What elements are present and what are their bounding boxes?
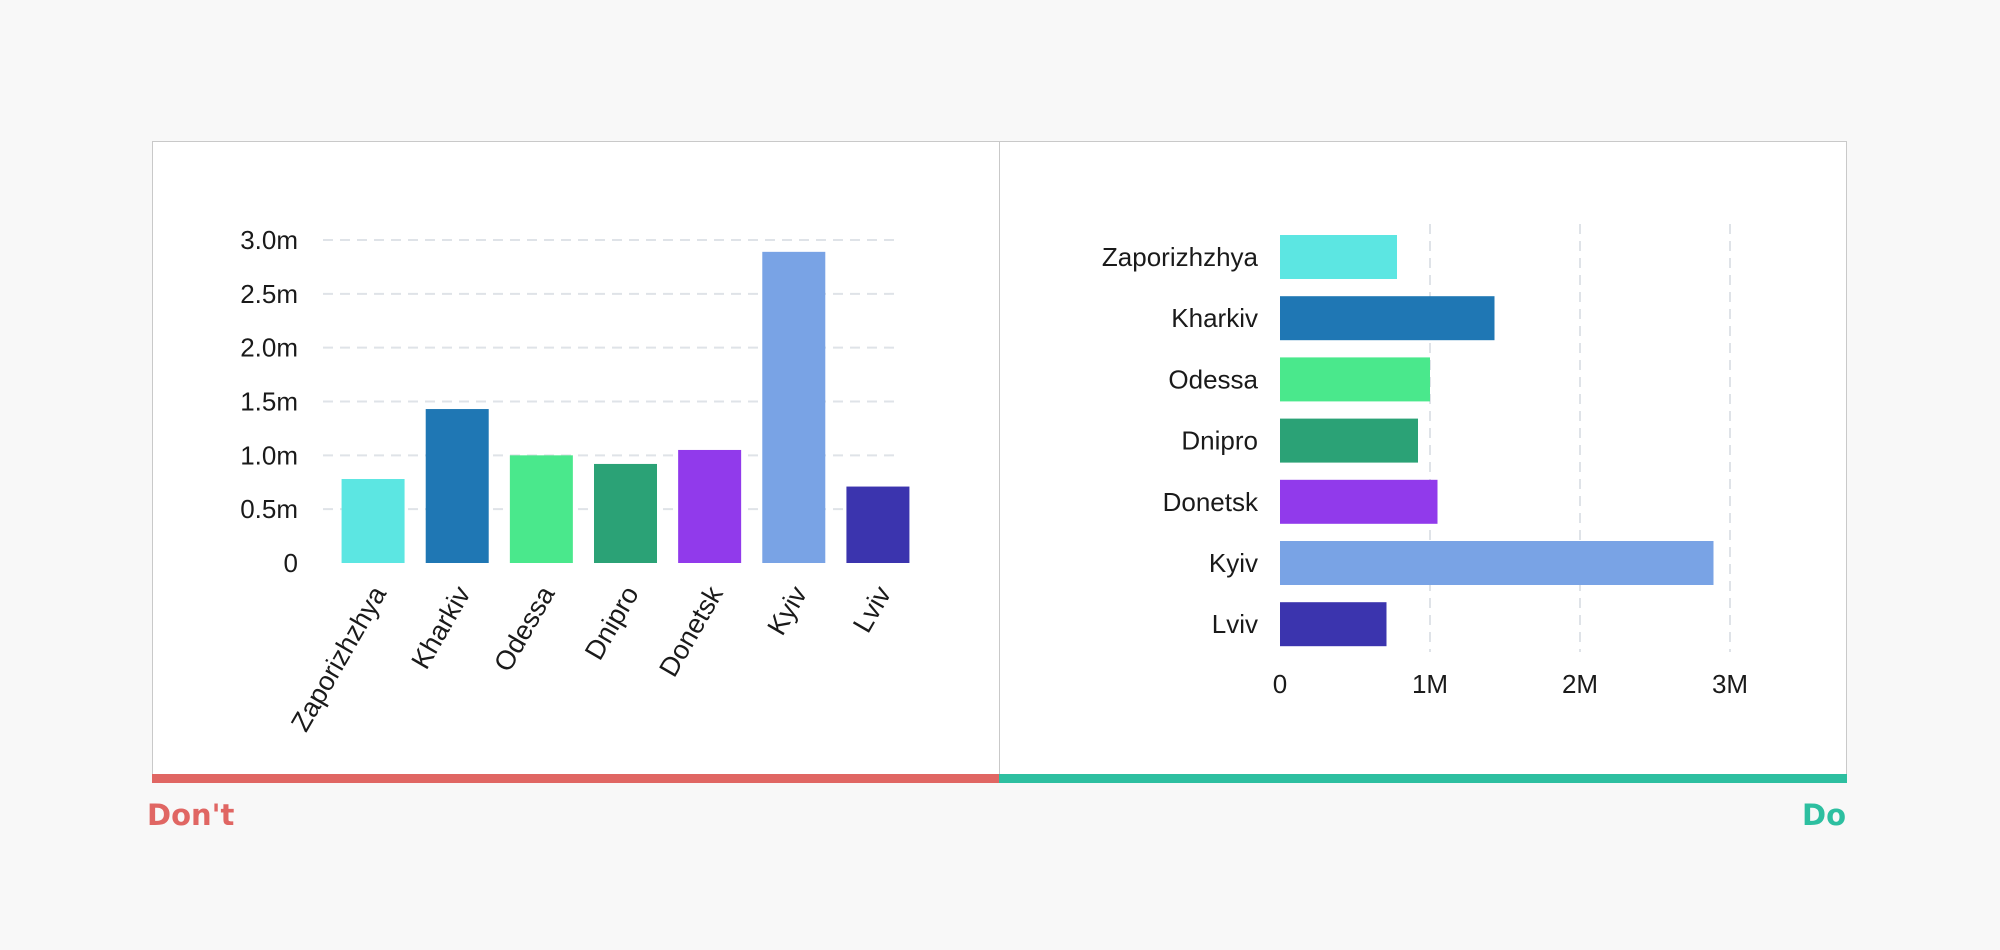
x-tick-label: 0 (1273, 669, 1287, 699)
bar-zaporizhzhya (341, 479, 405, 563)
dont-chart-panel: 0 0.5m 1.0m 1.5m 2.0m 2.5m 3.0m Zaporizhzhya Kha… (152, 141, 1000, 780)
y-tick-label: 0 (284, 548, 298, 578)
y-tick-label: Donetsk (1163, 487, 1259, 517)
x-tick-label: Zaporizhzhya (285, 580, 393, 736)
do-indicator-strip (999, 774, 1847, 783)
bar-odessa (509, 455, 573, 563)
horizontal-bar-chart: 0 1M 2M 3M Zaporizhzhya Kharkiv Odessa Dnipro Do… (1102, 224, 1748, 699)
y-tick-label: Kharkiv (1171, 303, 1258, 333)
y-tick-label: Odessa (1168, 364, 1258, 394)
x-tick-label: 1M (1412, 669, 1448, 699)
x-tick-label: Kharkiv (405, 581, 476, 674)
bar-kyiv (762, 251, 826, 563)
y-tick-label: Zaporizhzhya (1102, 242, 1259, 272)
do-label: Do (1802, 798, 1846, 832)
bar-donetsk (678, 449, 742, 563)
x-tick-label: Kyiv (761, 581, 813, 641)
y-tick-label: 1.0m (240, 440, 298, 470)
y-tick-label: 0.5m (240, 494, 298, 524)
dont-indicator-strip (152, 774, 1000, 783)
bar-lviv (846, 486, 910, 563)
bar-kyiv (1280, 541, 1714, 585)
y-tick-label: Kyiv (1209, 548, 1258, 578)
x-tick-label: Donetsk (653, 581, 729, 682)
y-tick-label: Lviv (1212, 609, 1258, 639)
bar-dnipro (594, 463, 657, 563)
do-chart-panel: 0 1M 2M 3M Zaporizhzhya Kharkiv Odessa Dnipro Do… (999, 141, 1847, 780)
bar-zaporizhzhya (1280, 235, 1397, 279)
y-tick-label: Dnipro (1181, 426, 1258, 456)
x-tick-label: Dnipro (579, 581, 645, 665)
vertical-bar-chart: 0 0.5m 1.0m 1.5m 2.0m 2.5m 3.0m Zaporizhzhya Kha… (240, 225, 910, 736)
y-tick-label: 1.5m (240, 387, 298, 417)
dont-label: Don't (147, 798, 235, 832)
bar-kharkiv (425, 409, 489, 563)
bar-odessa (1280, 357, 1430, 402)
y-tick-label: 2.0m (240, 333, 298, 363)
x-tick-label: Lviv (847, 581, 897, 638)
x-tick-label: 3M (1712, 669, 1748, 699)
bar-donetsk (1280, 479, 1438, 524)
x-tick-label: 2M (1562, 669, 1598, 699)
bar-kharkiv (1280, 296, 1495, 341)
bar-dnipro (1280, 418, 1418, 463)
y-tick-label: 2.5m (240, 279, 298, 309)
bar-lviv (1280, 602, 1387, 647)
y-tick-label: 3.0m (240, 225, 298, 255)
x-tick-label: Odessa (488, 580, 561, 676)
